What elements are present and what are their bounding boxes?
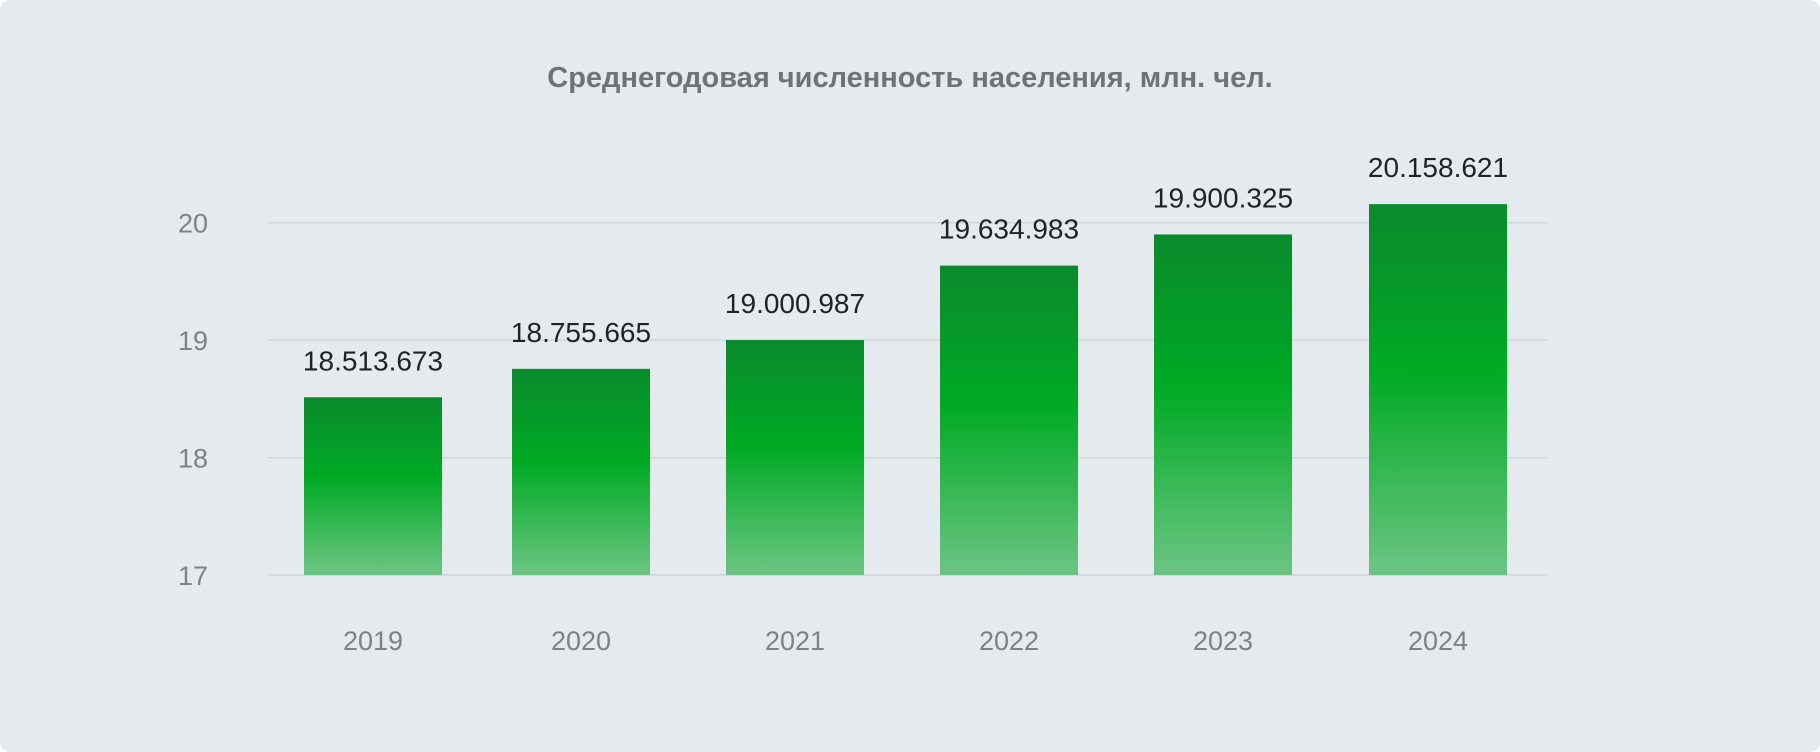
grid-lines — [268, 221, 1547, 576]
data-labels: 18.513.673 18.755.665 19.000.987 19.634.983… — [303, 152, 1508, 376]
x-tick-label: 2022 — [979, 626, 1039, 656]
x-tick-label: 2019 — [343, 626, 403, 656]
y-tick-label: 17 — [178, 561, 208, 591]
chart-title: Среднегодовая численность населения, млн… — [547, 62, 1273, 94]
data-label: 20.158.621 — [1368, 152, 1508, 183]
y-tick-label: 18 — [178, 444, 208, 474]
bar — [940, 265, 1078, 575]
data-label: 19.634.983 — [939, 214, 1079, 245]
bar — [1369, 204, 1507, 575]
y-tick-label: 19 — [178, 326, 208, 356]
y-axis-ticks: 17 18 19 20 — [178, 209, 208, 591]
bar — [726, 340, 864, 575]
bars — [304, 204, 1507, 575]
data-label: 19.000.987 — [725, 288, 865, 319]
data-label: 18.513.673 — [303, 345, 443, 376]
y-tick-label: 20 — [178, 209, 208, 239]
bar — [1154, 234, 1292, 575]
data-label: 19.900.325 — [1153, 182, 1293, 213]
x-tick-label: 2024 — [1408, 626, 1468, 656]
bar — [304, 397, 442, 575]
bar — [512, 368, 650, 575]
x-tick-label: 2023 — [1193, 626, 1253, 656]
x-axis-ticks: 2019 2020 2021 2022 2023 2024 — [343, 626, 1468, 656]
x-tick-label: 2020 — [551, 626, 611, 656]
data-label: 18.755.665 — [511, 317, 651, 348]
x-tick-label: 2021 — [765, 626, 825, 656]
